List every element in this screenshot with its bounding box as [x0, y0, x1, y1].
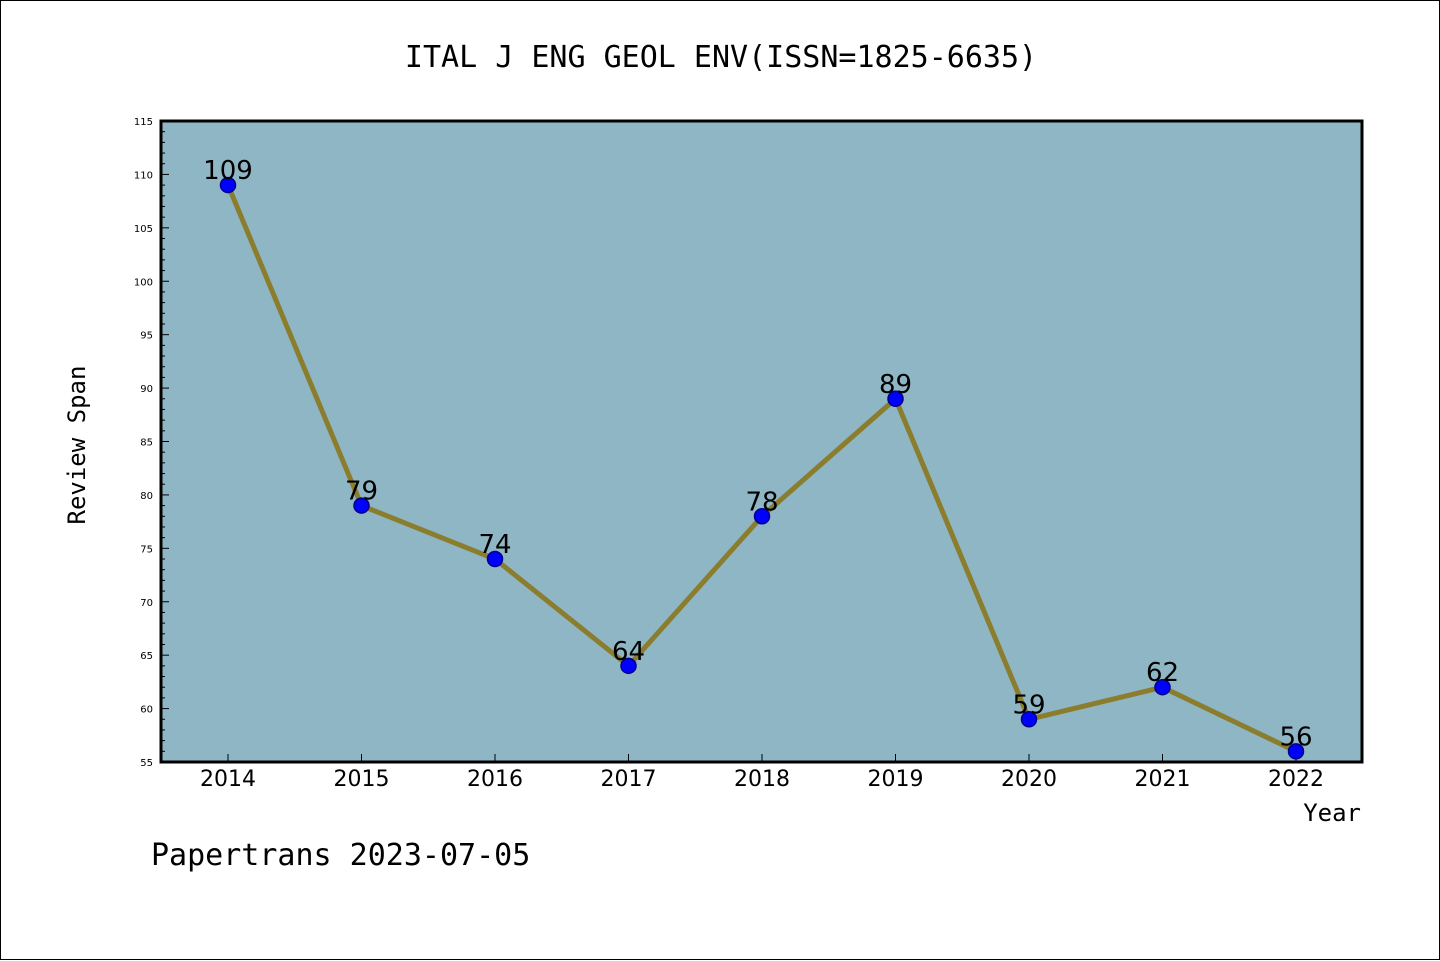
y-tick-label: 75 — [140, 544, 153, 555]
y-tick-label: 65 — [140, 651, 153, 662]
data-point — [620, 657, 637, 675]
y-axis-ticks — [161, 120, 169, 763]
data-label: 109 — [203, 156, 253, 186]
data-point — [1154, 678, 1171, 696]
chart-title: ITAL J ENG GEOL ENV(ISSN=1825-6635) — [405, 40, 1037, 75]
x-tick-label: 2019 — [868, 767, 924, 792]
data-label: 59 — [1012, 690, 1045, 720]
data-point — [219, 176, 237, 194]
x-tick-label: 2020 — [1001, 767, 1057, 792]
plot-area — [159, 119, 1364, 764]
x-tick-label: 2022 — [1268, 767, 1324, 792]
data-label: 89 — [879, 370, 912, 400]
x-tick-label: 2018 — [734, 767, 790, 792]
data-label: 79 — [345, 477, 378, 507]
data-point — [486, 550, 504, 568]
data-point — [753, 508, 771, 525]
y-tick-label: 105 — [134, 224, 153, 235]
y-tick-label: 60 — [140, 705, 153, 716]
data-point — [1287, 743, 1305, 760]
y-tick-label: 70 — [140, 598, 153, 609]
data-point — [887, 390, 904, 408]
data-label: 74 — [478, 530, 511, 560]
y-tick-label: 85 — [140, 438, 153, 449]
y-tick-label: 90 — [140, 384, 153, 395]
x-tick-label: 2015 — [334, 767, 390, 792]
data-point — [353, 497, 370, 514]
x-axis-ticks — [227, 754, 1297, 762]
y-tick-label: 80 — [140, 491, 153, 502]
footer-credit: Papertrans 2023-07-05 — [151, 838, 530, 873]
y-tick-label: 95 — [140, 331, 153, 342]
y-axis-tick-labels: 55 60 65 70 75 80 85 90 95 100 105 110 115 — [134, 117, 153, 769]
data-label: 56 — [1279, 722, 1312, 752]
x-tick-label: 2014 — [200, 767, 256, 792]
x-axis-label: Year — [1303, 799, 1361, 827]
data-labels-group: 109 79 74 64 78 89 59 62 56 — [203, 156, 1312, 752]
series-markers-group — [219, 176, 1305, 760]
y-tick-label: 115 — [134, 117, 153, 128]
data-label: 78 — [745, 487, 778, 517]
x-tick-label: 2016 — [467, 767, 523, 792]
x-axis-tick-labels: 2014 2015 2016 2017 2018 2019 2020 2021 2022 — [200, 767, 1324, 792]
x-tick-label: 2021 — [1135, 767, 1191, 792]
y-tick-label: 110 — [134, 170, 153, 181]
data-point — [1020, 711, 1038, 728]
y-tick-label: 100 — [134, 277, 153, 288]
data-label: 62 — [1146, 658, 1179, 688]
y-axis-label: Review Span — [63, 366, 91, 525]
y-tick-label: 55 — [140, 758, 153, 769]
data-label: 64 — [612, 637, 645, 667]
x-tick-label: 2017 — [601, 767, 657, 792]
